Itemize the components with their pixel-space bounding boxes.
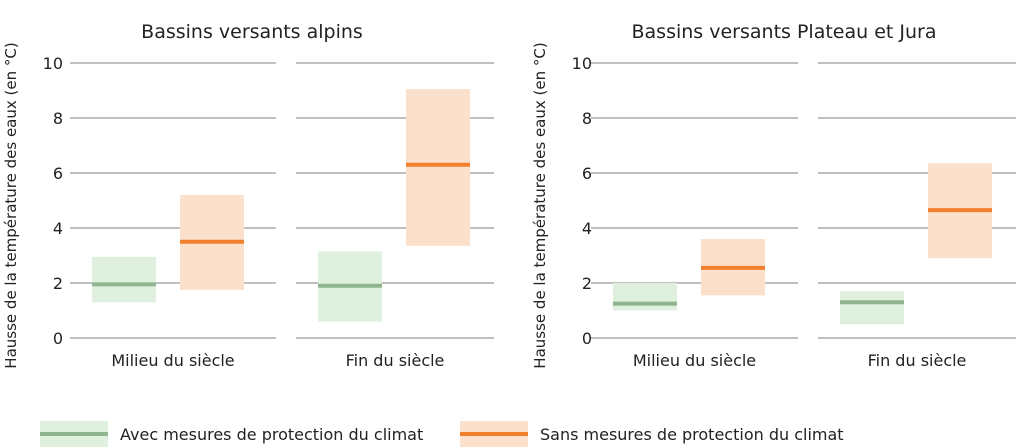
chart-title: Bassins versants alpins bbox=[141, 21, 363, 43]
category-label: Fin du siècle bbox=[868, 351, 967, 370]
y-tick-label: 6 bbox=[582, 164, 592, 183]
y-axis-label: Hausse de la température des eaux (en °C… bbox=[2, 42, 20, 368]
y-tick-label: 0 bbox=[53, 329, 63, 348]
range-bar-with bbox=[840, 291, 904, 325]
legend-with-label: Avec mesures de protection du climat bbox=[120, 425, 423, 444]
range-bar-without bbox=[406, 89, 470, 246]
y-tick-label: 10 bbox=[43, 54, 63, 73]
y-tick-label: 2 bbox=[582, 274, 592, 293]
y-tick-label: 10 bbox=[572, 54, 592, 73]
y-axis-label: Hausse de la température des eaux (en °C… bbox=[531, 42, 549, 368]
y-tick-label: 8 bbox=[582, 109, 592, 128]
y-tick-label: 4 bbox=[582, 219, 592, 238]
y-tick-label: 4 bbox=[53, 219, 63, 238]
y-tick-label: 0 bbox=[582, 329, 592, 348]
y-tick-label: 6 bbox=[53, 164, 63, 183]
range-bar-with bbox=[613, 283, 677, 311]
category-label: Milieu du siècle bbox=[633, 351, 756, 370]
legend-without-label: Sans mesures de protection du climat bbox=[540, 425, 844, 444]
category-label: Fin du siècle bbox=[346, 351, 445, 370]
category-label: Milieu du siècle bbox=[111, 351, 234, 370]
chart-title: Bassins versants Plateau et Jura bbox=[632, 21, 937, 43]
y-tick-label: 8 bbox=[53, 109, 63, 128]
y-tick-label: 2 bbox=[53, 274, 63, 293]
range-bar-with bbox=[92, 256, 156, 303]
